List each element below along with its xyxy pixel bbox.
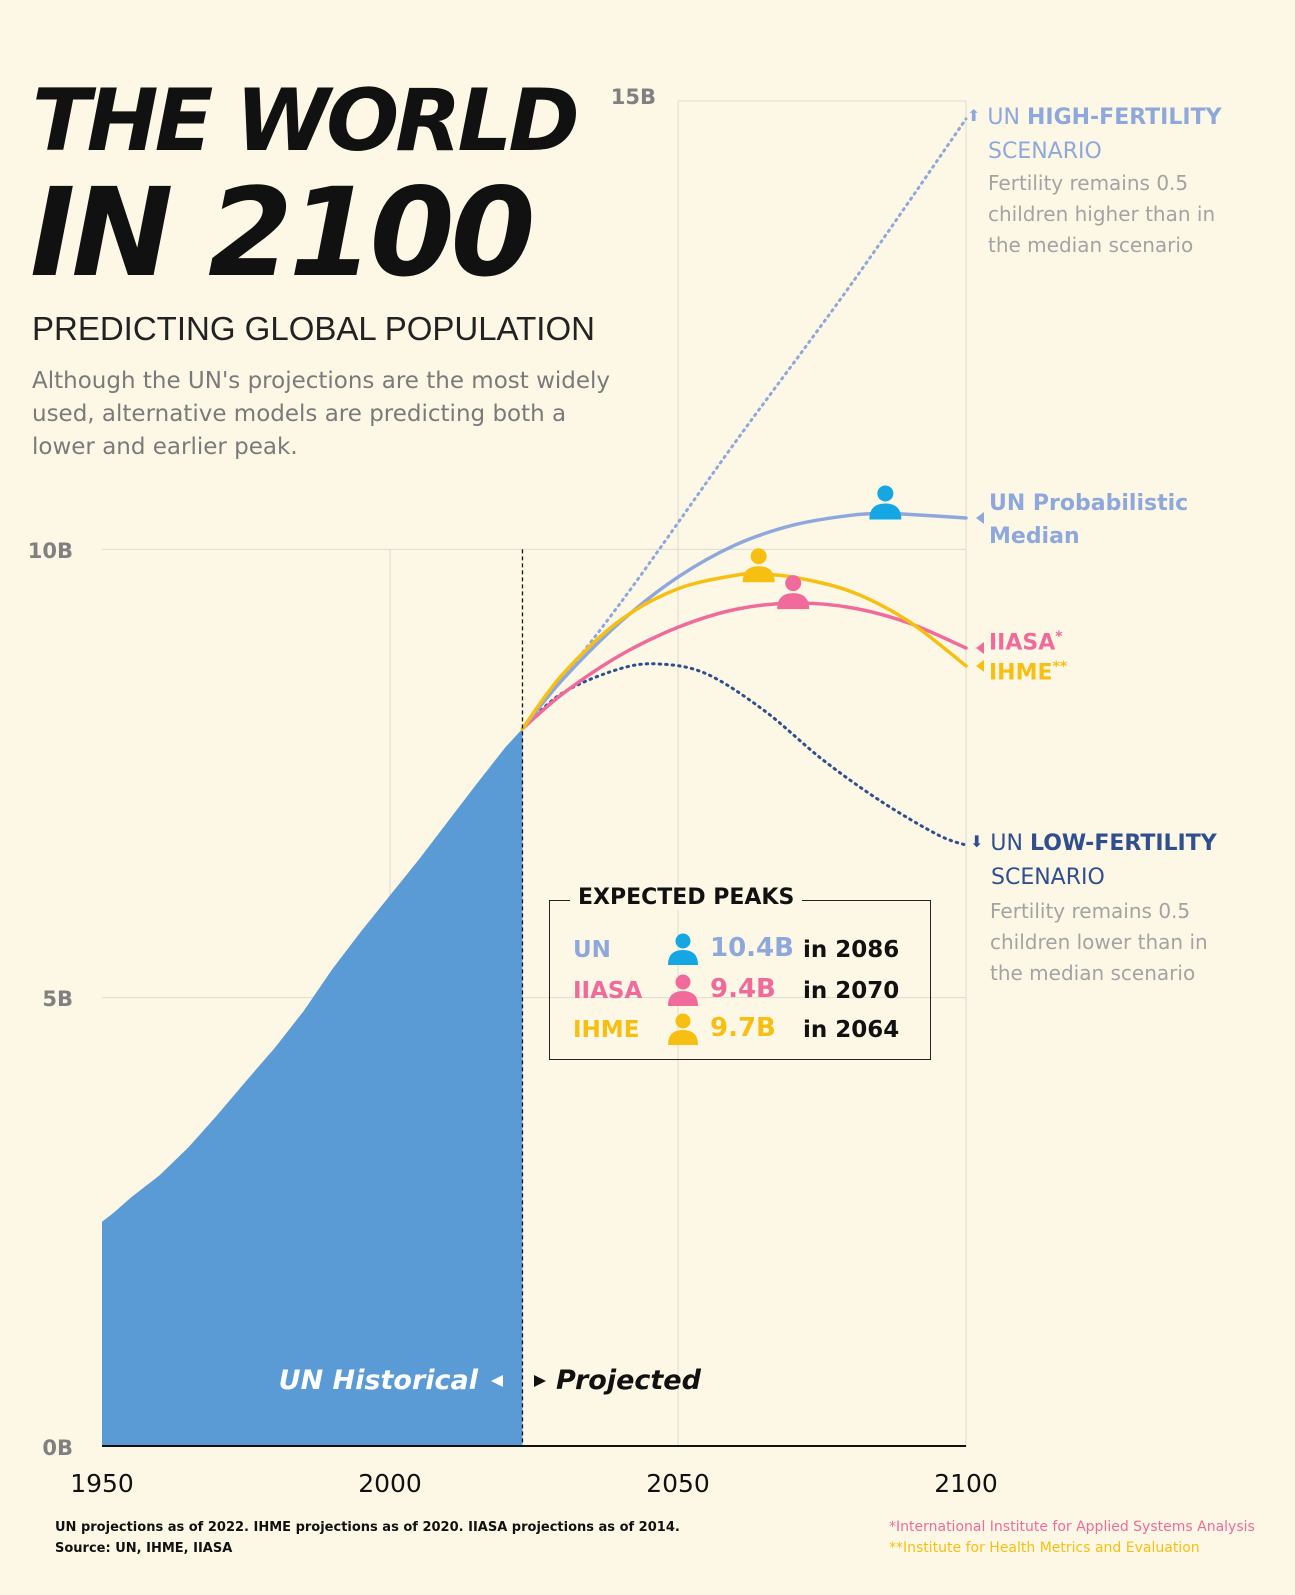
high-fertility-note: Fertility remains 0.5 children higher th… (988, 171, 1216, 257)
series-end-marker (976, 641, 984, 654)
chart-tick-labels: 1950 2000 2050 2100 0B 5B 10B 15B (28, 85, 998, 1498)
chart-markers (742, 485, 902, 610)
x-tick-label: 2000 (358, 1469, 422, 1498)
subtitle: PREDICTING GLOBAL POPULATION (32, 310, 595, 347)
peak-name: IIASA (573, 978, 643, 1004)
expected-peaks-title: EXPECTED PEAKS (570, 885, 803, 910)
description: Although the UN's projections are the mo… (32, 368, 611, 460)
historical-label: UN Historical (279, 1365, 479, 1396)
peak-person-head (877, 485, 894, 502)
historical-arrow-icon (491, 1375, 503, 1387)
arrow-up-icon: ⬆ (967, 106, 981, 125)
historical-area (102, 728, 523, 1446)
peak-year: in 2086 (803, 937, 900, 963)
projected-label: Projected (556, 1365, 702, 1396)
peak-person-icon (777, 575, 810, 610)
peak-year: in 2064 (803, 1017, 900, 1043)
peak-name: UN (573, 937, 611, 963)
person-icon (668, 1013, 698, 1045)
peak-year: in 2070 (803, 978, 900, 1004)
y-tick-label: 15B (611, 85, 656, 109)
chart-lines (520, 117, 984, 847)
peak-person-head (785, 575, 802, 592)
peak-person-head (750, 548, 767, 565)
series-end-marker (976, 511, 984, 524)
series-line-un-low-fertility-scenario (521, 662, 968, 847)
series-line-iiasa (520, 601, 968, 731)
x-tick-label: 1950 (70, 1469, 134, 1498)
chart-axes (102, 549, 966, 1447)
low-fertility-note: Fertility remains 0.5 children lower tha… (990, 899, 1208, 985)
title-line-1: THE WORLD (32, 71, 580, 171)
peak-person-body (777, 593, 810, 610)
chart-areas (102, 728, 523, 1446)
x-tick-label: 2050 (646, 1469, 710, 1498)
footer-notes: *International Institute for Applied Sys… (889, 1519, 1255, 1556)
footer-source: UN projections as of 2022. IHME projecti… (55, 1520, 680, 1556)
high-fertility-label: ⬆ UN HIGH-FERTILITY SCENARIO (967, 105, 1222, 164)
series-line-un-high-fertility-scenario (521, 117, 968, 731)
title-line-2: IN 2100 (30, 162, 536, 304)
peak-person-icon (742, 548, 775, 583)
peak-value: 9.4B (710, 974, 776, 1004)
y-tick-label: 10B (28, 539, 73, 563)
peak-name: IHME (573, 1017, 640, 1043)
peak-person-icon (869, 485, 902, 520)
iiasa-label: IIASA* (989, 629, 1063, 656)
peak-person-body (869, 503, 902, 520)
peak-value: 10.4B (710, 933, 794, 963)
person-icon (668, 974, 698, 1006)
ihme-label: IHME** (989, 659, 1068, 686)
arrow-down-icon: ⬇ (970, 832, 984, 851)
low-fertility-label: ⬇ UN LOW-FERTILITY SCENARIO (970, 831, 1217, 890)
series-end-marker (976, 659, 984, 672)
y-tick-label: 5B (42, 987, 73, 1011)
x-tick-label: 2100 (934, 1469, 998, 1498)
peak-value: 9.7B (710, 1013, 776, 1043)
projected-arrow-icon (534, 1375, 546, 1387)
peak-person-body (742, 566, 775, 583)
person-icon (668, 933, 698, 965)
median-label: UN Probabilistic Median (989, 491, 1189, 549)
y-tick-label: 0B (42, 1436, 73, 1460)
